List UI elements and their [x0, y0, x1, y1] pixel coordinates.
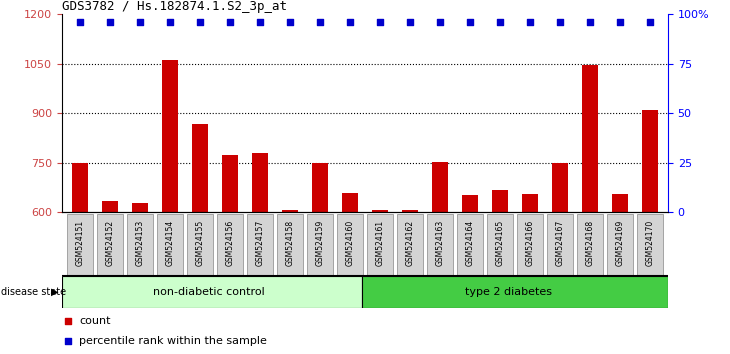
FancyBboxPatch shape: [577, 214, 603, 275]
Text: GSM524170: GSM524170: [645, 220, 655, 266]
Text: GSM524161: GSM524161: [375, 220, 385, 266]
Text: GSM524156: GSM524156: [226, 220, 234, 266]
Bar: [282, 210, 299, 212]
Text: GSM524167: GSM524167: [556, 220, 564, 266]
Bar: [431, 162, 448, 212]
FancyBboxPatch shape: [457, 214, 483, 275]
Text: ▶: ▶: [51, 287, 58, 297]
Point: [134, 19, 146, 25]
FancyBboxPatch shape: [307, 214, 333, 275]
Text: count: count: [79, 316, 110, 326]
FancyBboxPatch shape: [67, 214, 93, 275]
Bar: [192, 124, 208, 212]
Bar: [552, 163, 568, 212]
Bar: [252, 153, 268, 212]
Bar: [372, 210, 388, 212]
Point: [74, 19, 86, 25]
Text: GSM524154: GSM524154: [166, 220, 174, 266]
Bar: [492, 190, 508, 212]
Point: [644, 19, 656, 25]
Text: GSM524163: GSM524163: [436, 220, 445, 266]
Point: [404, 19, 416, 25]
Text: disease state: disease state: [1, 287, 69, 297]
FancyBboxPatch shape: [397, 214, 423, 275]
Text: GSM524164: GSM524164: [466, 220, 474, 266]
Text: percentile rank within the sample: percentile rank within the sample: [79, 336, 267, 346]
Bar: [612, 194, 629, 212]
Point: [314, 19, 326, 25]
FancyBboxPatch shape: [157, 214, 182, 275]
FancyBboxPatch shape: [487, 214, 512, 275]
FancyBboxPatch shape: [247, 214, 273, 275]
Bar: [462, 195, 478, 212]
FancyBboxPatch shape: [607, 214, 633, 275]
Point: [494, 19, 506, 25]
FancyBboxPatch shape: [548, 214, 573, 275]
Point: [194, 19, 206, 25]
Text: GSM524157: GSM524157: [255, 220, 264, 266]
FancyBboxPatch shape: [62, 276, 362, 308]
FancyBboxPatch shape: [637, 214, 663, 275]
Text: GSM524151: GSM524151: [75, 220, 85, 266]
Text: GSM524158: GSM524158: [285, 220, 294, 266]
FancyBboxPatch shape: [277, 214, 303, 275]
Text: type 2 diabetes: type 2 diabetes: [466, 287, 553, 297]
Bar: [312, 163, 328, 212]
Bar: [582, 65, 598, 212]
Text: GSM524169: GSM524169: [615, 220, 624, 266]
Point: [374, 19, 386, 25]
Text: GSM524153: GSM524153: [136, 220, 145, 266]
Point: [614, 19, 626, 25]
Point: [164, 19, 176, 25]
FancyBboxPatch shape: [97, 214, 123, 275]
Point: [464, 19, 476, 25]
Point: [104, 19, 116, 25]
Bar: [72, 163, 88, 212]
Bar: [402, 210, 418, 212]
Point: [284, 19, 296, 25]
Point: [584, 19, 596, 25]
FancyBboxPatch shape: [337, 214, 363, 275]
Text: GSM524160: GSM524160: [345, 220, 355, 266]
Bar: [132, 203, 148, 212]
FancyBboxPatch shape: [518, 214, 542, 275]
Text: GSM524165: GSM524165: [496, 220, 504, 266]
Text: GDS3782 / Hs.182874.1.S2_3p_at: GDS3782 / Hs.182874.1.S2_3p_at: [62, 0, 287, 13]
FancyBboxPatch shape: [127, 214, 153, 275]
Bar: [642, 110, 658, 212]
Text: non-diabetic control: non-diabetic control: [153, 287, 265, 297]
Text: GSM524168: GSM524168: [585, 220, 594, 266]
Point: [434, 19, 446, 25]
Point: [62, 338, 74, 344]
Point: [524, 19, 536, 25]
Bar: [222, 155, 238, 212]
FancyBboxPatch shape: [218, 214, 243, 275]
Point: [224, 19, 236, 25]
Text: GSM524155: GSM524155: [196, 220, 204, 266]
Point: [344, 19, 356, 25]
Text: GSM524162: GSM524162: [405, 220, 415, 266]
Text: GSM524166: GSM524166: [526, 220, 534, 266]
Point: [254, 19, 266, 25]
Bar: [101, 201, 118, 212]
Bar: [342, 193, 358, 212]
FancyBboxPatch shape: [188, 214, 212, 275]
Text: GSM524152: GSM524152: [106, 220, 115, 266]
Text: GSM524159: GSM524159: [315, 220, 325, 266]
FancyBboxPatch shape: [427, 214, 453, 275]
Point: [554, 19, 566, 25]
FancyBboxPatch shape: [367, 214, 393, 275]
Point: [62, 318, 74, 324]
Bar: [162, 61, 178, 212]
FancyBboxPatch shape: [362, 276, 668, 308]
Bar: [522, 194, 538, 212]
